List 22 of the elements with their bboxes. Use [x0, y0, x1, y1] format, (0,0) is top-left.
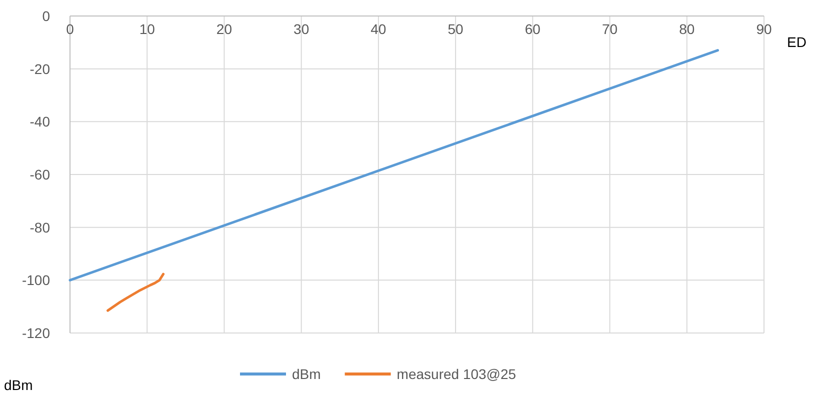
x-tick-label: 30 [294, 21, 310, 37]
y-tick-label: -100 [22, 272, 50, 288]
x-tick-label: 80 [679, 21, 695, 37]
x-tick-label: 20 [216, 21, 232, 37]
y-tick-label: -40 [30, 114, 50, 130]
x-tick-label: 90 [756, 21, 772, 37]
y-tick-label: -60 [30, 166, 50, 182]
x-tick-label: 40 [370, 21, 386, 37]
y-tick-label: -120 [22, 325, 50, 341]
y-tick-label: 0 [42, 8, 50, 24]
y-tick-label: -20 [30, 60, 50, 77]
y-axis-title: dBm [4, 377, 33, 393]
x-axis-title: ED [787, 34, 806, 50]
y-tick-label: -80 [30, 219, 50, 236]
x-tick-label: 70 [602, 21, 618, 37]
legend-label: dBm [292, 366, 321, 382]
x-tick-label: 0 [66, 21, 74, 37]
x-tick-label: 10 [139, 21, 156, 37]
x-tick-label: 60 [524, 21, 541, 37]
line-series [106, 272, 165, 312]
legend-label: measured 103@25 [396, 366, 516, 382]
x-tick-label: 50 [448, 21, 464, 37]
